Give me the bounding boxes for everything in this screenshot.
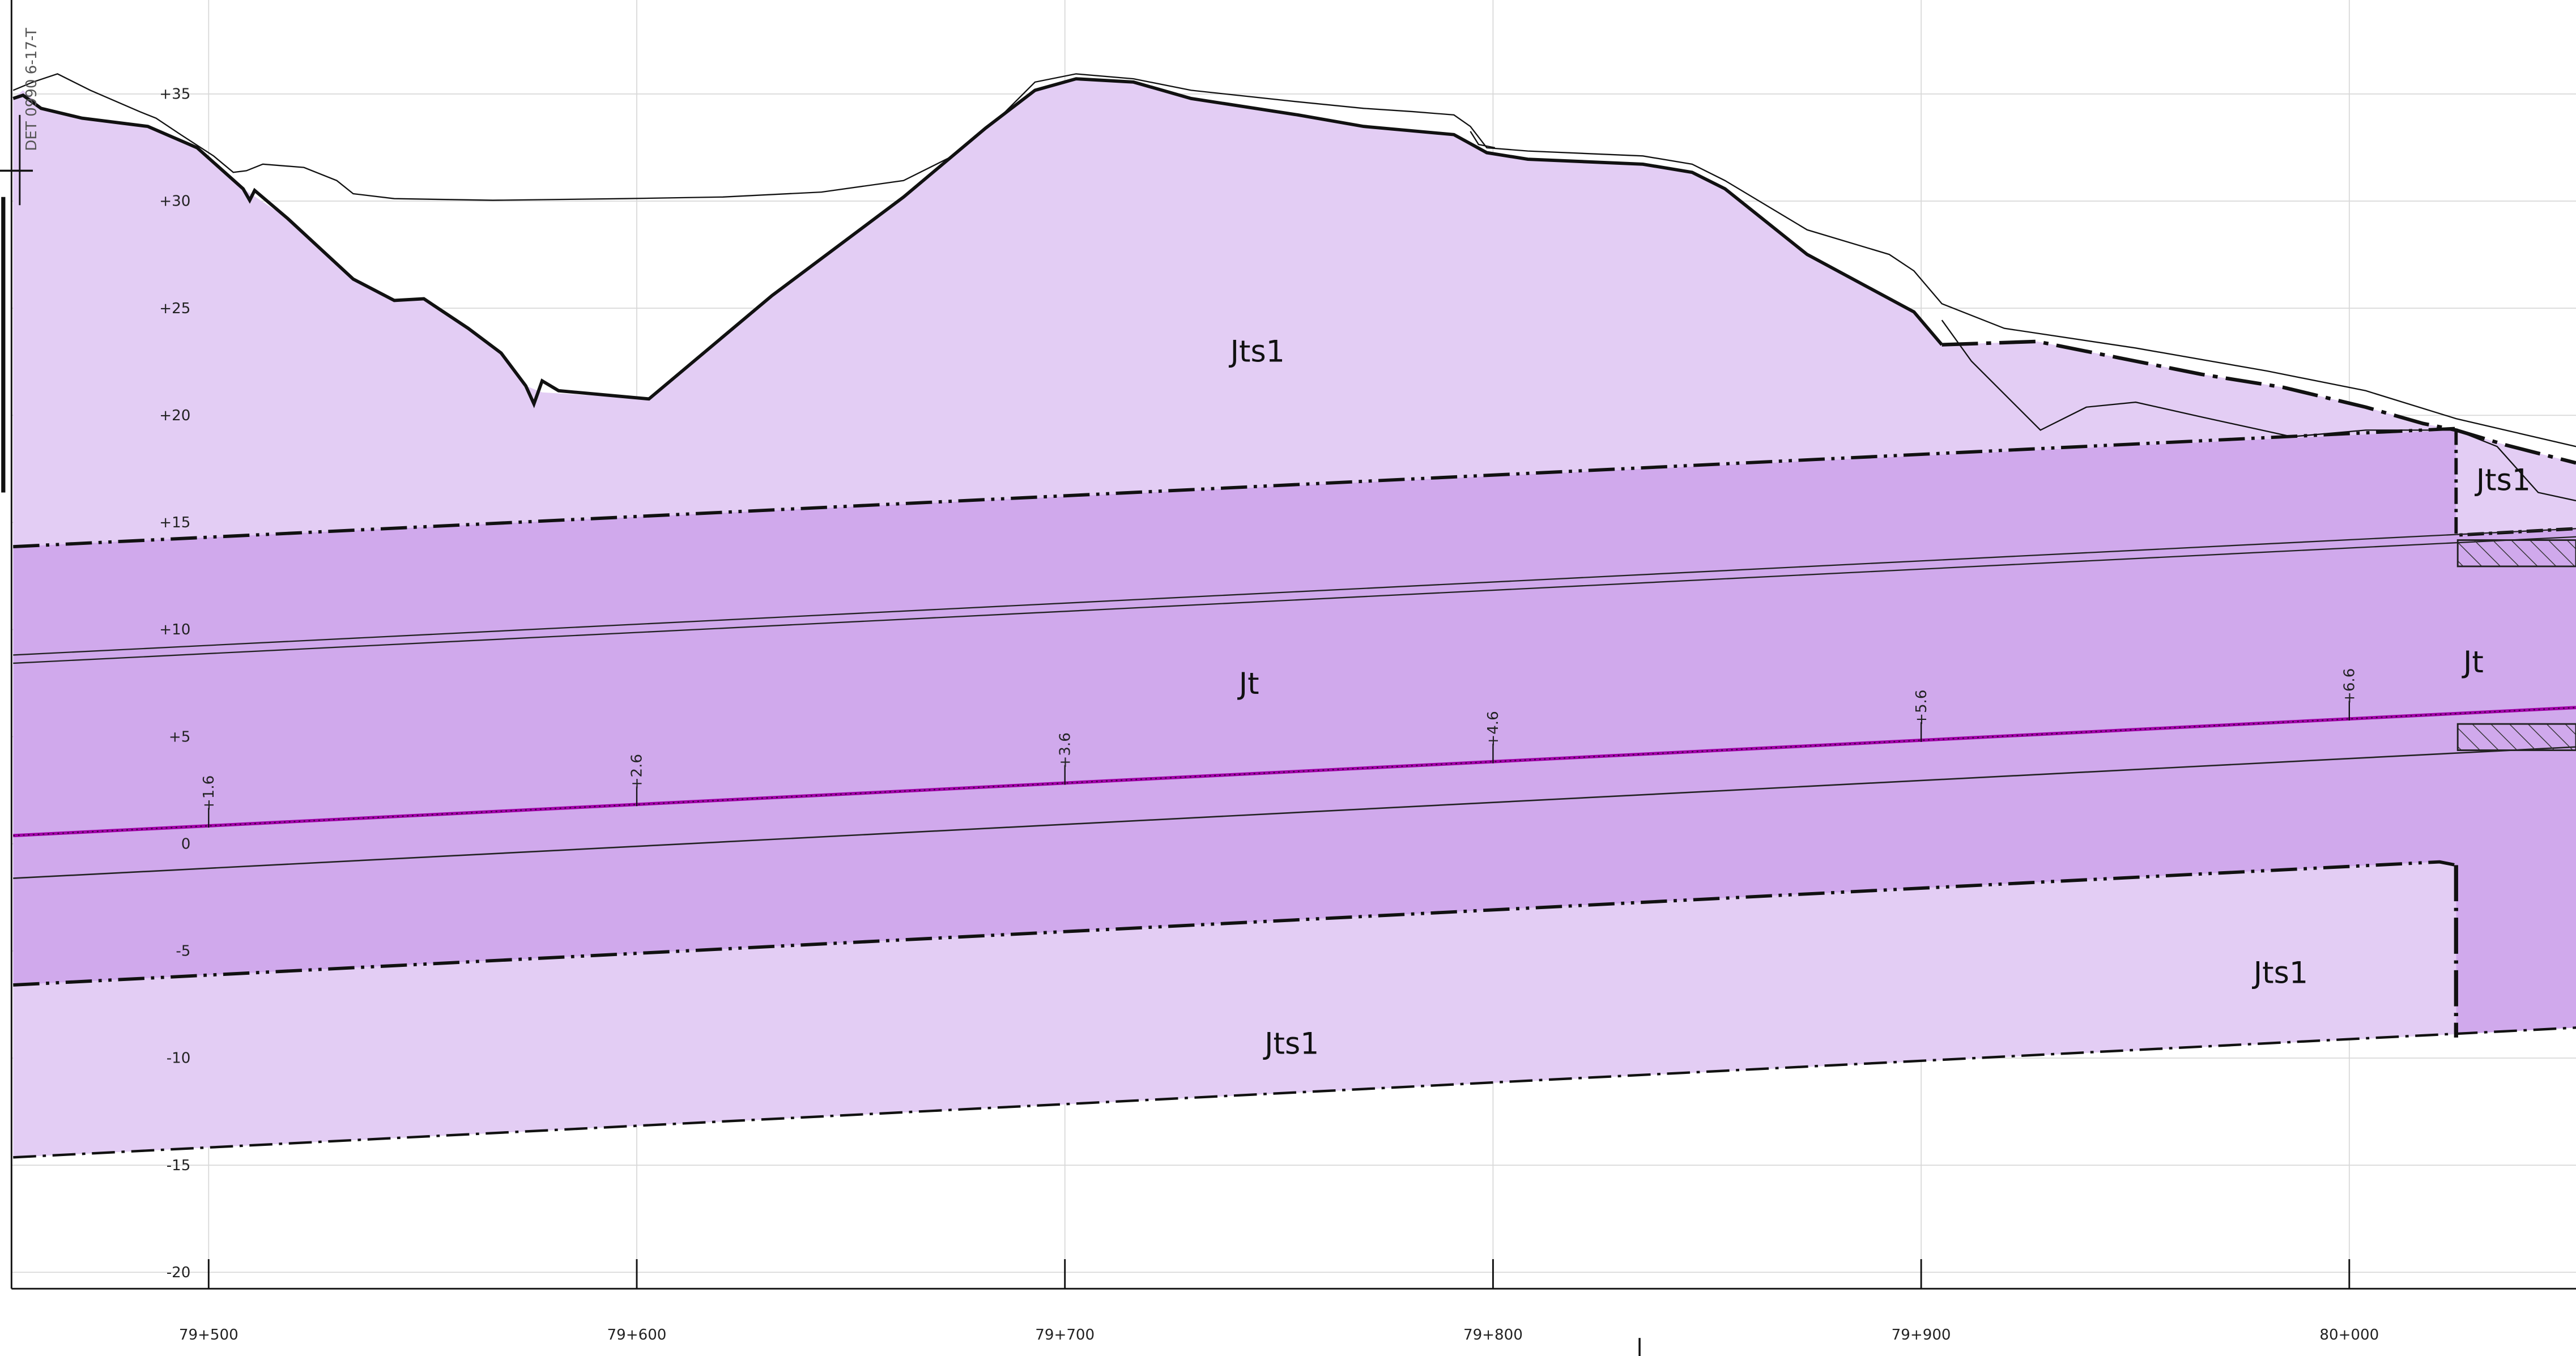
- geology-unit-label: Jt: [1237, 667, 1259, 701]
- jts1-upper-layer: [13, 79, 2576, 547]
- grade-marker-label: +6.6: [2341, 668, 2358, 704]
- ground-surface-line: [12, 73, 2576, 447]
- grade-marker-label: +4.6: [1485, 711, 1502, 747]
- geology-unit-label: Jts1: [2475, 464, 2531, 498]
- grade-marker-label: +3.6: [1057, 732, 1074, 768]
- grade-markers: +1.6 +2.6 +3.6 +4.6 +5.6 +6.6: [201, 668, 2358, 828]
- grade-marker-label: +1.6: [201, 775, 218, 811]
- jt-layer: [13, 430, 2576, 1034]
- stamp-text: DET 0990 6-17-T: [23, 28, 40, 151]
- tunnel-invert-line: [13, 746, 2576, 879]
- tunnel-lines: [13, 528, 2576, 879]
- geology-unit-label: Jts1: [2252, 957, 2308, 991]
- chainage-label: 79+900: [1892, 1327, 1951, 1344]
- geology-layers: [13, 79, 2576, 1158]
- elevation-label: +5: [169, 728, 190, 745]
- base-boundary-dashdot: [13, 1026, 2576, 1159]
- chainage-label: 79+700: [1035, 1327, 1095, 1344]
- elevation-label: -10: [167, 1050, 191, 1067]
- upper-boundary-dashdot: [13, 427, 2456, 549]
- grade-marker-label: +2.6: [629, 754, 646, 790]
- elevation-label: -15: [167, 1157, 191, 1174]
- chainage-label: 79+500: [179, 1327, 239, 1344]
- left-edge-marks: [0, 0, 33, 1289]
- hatched-structure-upper: [2456, 539, 2576, 568]
- jts1-lower-layer: [13, 862, 2456, 1158]
- tunnel-crown-line-2: [13, 536, 2576, 664]
- elevation-label: +15: [159, 514, 190, 531]
- secondary-ground-line: [1941, 319, 2576, 502]
- geology-unit-label: Jts1: [1229, 335, 1285, 369]
- elevation-label: +35: [159, 86, 190, 103]
- elevation-label: +25: [159, 300, 190, 317]
- tunnel-crown-line-1: [13, 528, 2576, 656]
- elevation-axis-labels: +35 +30 +25 +20 +15 +10 +5 0 -5 -10 -15 -20: [159, 86, 190, 1281]
- lower-boundary-dashdot: [13, 860, 2456, 987]
- chainage-ticks: 79+500 79+600 79+700 79+800 79+900 80+000: [179, 1259, 2379, 1344]
- elevation-label: +30: [159, 193, 190, 210]
- geology-unit-label: Jt: [2462, 646, 2484, 680]
- chainage-axis: 79+500 79+600 79+700 79+800 79+900 80+000: [11, 1259, 2576, 1356]
- elevation-label: +10: [159, 621, 190, 638]
- tunnel-grade-line-dots: [13, 707, 2576, 837]
- geology-unit-label: Jts1: [1263, 1027, 1319, 1061]
- elevation-label: -5: [176, 943, 190, 960]
- grade-marker-label: +5.6: [1913, 690, 1930, 726]
- layer-boundaries: [13, 339, 2576, 1159]
- geology-labels: Jts1 Jts1 Jt Jt Jts1 Jts1: [1229, 335, 2531, 1061]
- chainage-label: 79+600: [607, 1327, 667, 1344]
- elevation-label: -20: [167, 1264, 191, 1281]
- elevation-label: +20: [159, 407, 190, 424]
- hatched-structure-lower: [2456, 723, 2576, 751]
- terrain-surfaces: [12, 73, 2576, 502]
- upper-right-dashed-rock-line: [1941, 339, 2576, 465]
- ground-segment-a: [1470, 131, 1496, 148]
- rock-surface-line: [12, 77, 1943, 408]
- chainage-label: 80+000: [2319, 1327, 2379, 1344]
- elevation-label: 0: [181, 835, 191, 852]
- chainage-label: 79+800: [1463, 1327, 1523, 1344]
